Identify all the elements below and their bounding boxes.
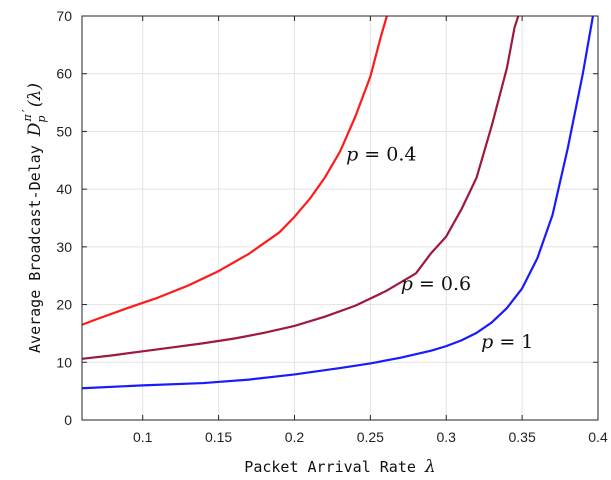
series-group: [82, 16, 595, 390]
y-axis-label: Average Broadcast-Delay Dpπ′(λ): [20, 83, 48, 353]
series-line-1: [82, 16, 520, 360]
y-axis-label-prime: ′: [20, 107, 34, 114]
annotation-value: = 0.4: [358, 143, 416, 165]
series-annotation-2: p = 1: [481, 331, 533, 353]
y-tick-label: 0: [64, 412, 72, 428]
series-annotation-1: p = 0.6: [401, 273, 471, 295]
x-tick-label: 0.25: [357, 429, 384, 445]
y-tick-label: 30: [56, 239, 72, 255]
x-tick-label: 0.1: [133, 429, 153, 445]
x-tick-label: 0.15: [205, 429, 232, 445]
plot-area: [82, 16, 598, 420]
annotation-var: p: [481, 331, 493, 353]
y-axis-label-sub: p: [35, 116, 48, 123]
y-axis-label-symbol: D: [25, 122, 45, 137]
x-axis-label: Packet Arrival Rate λ: [244, 457, 435, 477]
axis-ticks: 0.1 0.15 0.2 0.25 0.3 0.35 0.4 0 10 20 30 40 50 60 70: [56, 8, 608, 445]
series-annotation-0: p = 0.4: [346, 143, 416, 165]
x-tick-label: 0.2: [285, 429, 305, 445]
y-tick-label: 70: [56, 8, 72, 24]
y-axis-label-sup: π: [21, 114, 34, 123]
x-tick-label: 0.4: [588, 429, 608, 445]
annotation-value: = 1: [493, 331, 533, 353]
y-axis-label-text: Average Broadcast-Delay: [26, 136, 44, 353]
x-tick-label: 0.35: [508, 429, 535, 445]
annotation-var: p: [401, 273, 413, 295]
y-tick-label: 50: [56, 123, 72, 139]
plot-frame: [81, 15, 599, 421]
y-tick-label: 10: [56, 354, 72, 370]
annotation-var: p: [346, 143, 358, 165]
x-axis-label-text: Packet Arrival Rate: [244, 458, 425, 476]
x-tick-label: 0.3: [437, 429, 457, 445]
y-tick-label: 60: [56, 66, 72, 82]
grid-lines: [82, 15, 599, 421]
series-line-0: [82, 16, 389, 326]
annotation-value: = 0.6: [413, 273, 471, 295]
y-tick-label: 40: [56, 181, 72, 197]
y-tick-label: 20: [56, 297, 72, 313]
x-axis-label-symbol: λ: [424, 457, 436, 477]
series-line-2: [82, 16, 595, 390]
y-axis-label-arg: (λ): [25, 83, 45, 107]
